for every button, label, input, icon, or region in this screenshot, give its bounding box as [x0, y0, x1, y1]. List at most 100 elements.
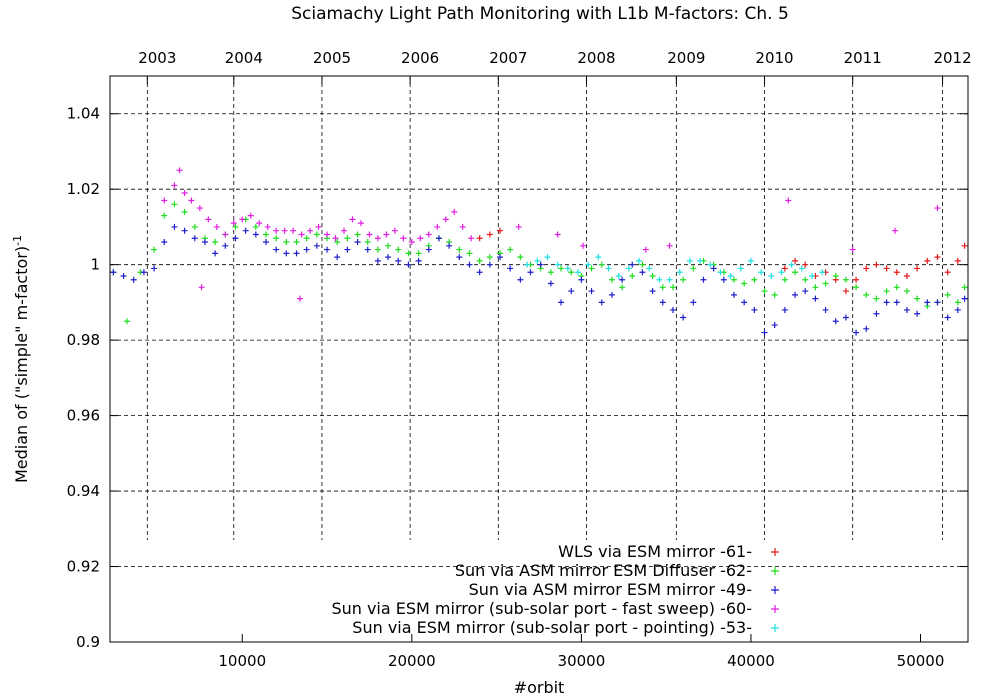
data-point [366, 231, 373, 238]
data-point [853, 276, 860, 283]
data-point [731, 276, 737, 283]
legend: WLS via ESM mirror -61-Sun via ASM mirro… [331, 542, 779, 637]
data-point [558, 265, 565, 272]
data-point [649, 288, 656, 295]
data-point [954, 299, 961, 306]
year-label: 2010 [755, 49, 793, 67]
data-point [222, 242, 229, 249]
legend-marker [771, 548, 779, 556]
data-point [486, 261, 493, 268]
data-point [161, 212, 168, 219]
data-point [191, 235, 198, 242]
x-tick-label: 40000 [727, 652, 775, 670]
y-axis-title-main: Median of ("simple" m-factor) [12, 246, 31, 483]
data-point [408, 239, 415, 246]
data-point [290, 227, 297, 234]
data-point [822, 280, 829, 287]
data-point [232, 223, 239, 230]
data-point [588, 288, 595, 295]
data-point [893, 284, 900, 291]
data-point [792, 291, 799, 298]
data-point [212, 250, 219, 257]
data-point [751, 306, 758, 313]
data-point [659, 299, 666, 306]
legend-marker [771, 605, 779, 613]
y-tick-label: 0.9 [76, 633, 100, 651]
data-point [751, 276, 758, 283]
data-point [934, 205, 941, 212]
data-point [819, 269, 826, 276]
data-point [761, 329, 768, 336]
data-point [281, 227, 288, 234]
data-point [619, 276, 626, 283]
data-point [354, 231, 361, 238]
data-point [842, 276, 849, 283]
data-point [534, 257, 541, 264]
data-point [710, 265, 717, 272]
data-point [686, 257, 693, 264]
data-point [849, 246, 856, 253]
data-point [344, 246, 351, 253]
legend-label: Sun via ESM mirror (sub-solar port - poi… [352, 618, 752, 637]
data-point [357, 220, 364, 227]
data-point [802, 261, 809, 268]
legend-marker [771, 624, 779, 632]
data-point [809, 272, 815, 279]
data-point [822, 306, 829, 313]
data-point [456, 246, 463, 253]
data-point [666, 242, 673, 249]
data-point [222, 231, 229, 238]
data-point [680, 314, 687, 321]
data-point [442, 216, 449, 223]
data-point [405, 261, 412, 268]
data-point [324, 231, 331, 238]
legend-label: Sun via ASM mirror ESM Diffuser -62- [455, 561, 752, 580]
x-tick-label: 10000 [218, 652, 266, 670]
data-point [676, 269, 683, 276]
data-point [588, 265, 595, 272]
year-label: 2012 [933, 49, 971, 67]
y-tick-label: 0.92 [67, 558, 100, 576]
x-tick-label: 50000 [897, 652, 945, 670]
data-point [883, 265, 890, 272]
data-point [893, 269, 900, 276]
x-axis-title: #orbit [514, 678, 565, 697]
data-point [161, 197, 168, 204]
data-point [903, 306, 910, 313]
data-point [771, 291, 778, 298]
data-point [564, 265, 571, 272]
data-point [191, 223, 198, 230]
data-point [608, 276, 615, 283]
data-point [334, 239, 341, 246]
data-point [669, 306, 676, 313]
data-point [625, 265, 632, 272]
data-point [293, 250, 300, 257]
data-point [456, 254, 463, 261]
data-point [883, 299, 890, 306]
y-axis-title-superscript: -1 [11, 235, 24, 246]
data-point [486, 231, 493, 238]
data-point [944, 269, 951, 276]
data-point [608, 291, 615, 298]
data-point [568, 288, 575, 295]
data-point [781, 265, 788, 272]
y-tick-label: 0.94 [67, 482, 100, 500]
data-point [944, 291, 951, 298]
data-point [690, 299, 697, 306]
data-point [961, 284, 968, 291]
data-point [568, 269, 575, 276]
data-point [507, 265, 514, 272]
data-point [914, 295, 921, 302]
data-point [863, 325, 870, 332]
data-point [666, 276, 673, 283]
data-point [205, 216, 212, 223]
data-point [230, 220, 237, 227]
data-point [649, 272, 656, 279]
data-point [196, 205, 203, 212]
data-point [544, 254, 551, 261]
data-point [585, 261, 592, 268]
data-point [507, 246, 514, 253]
data-point [598, 299, 605, 306]
data-point [198, 284, 205, 291]
